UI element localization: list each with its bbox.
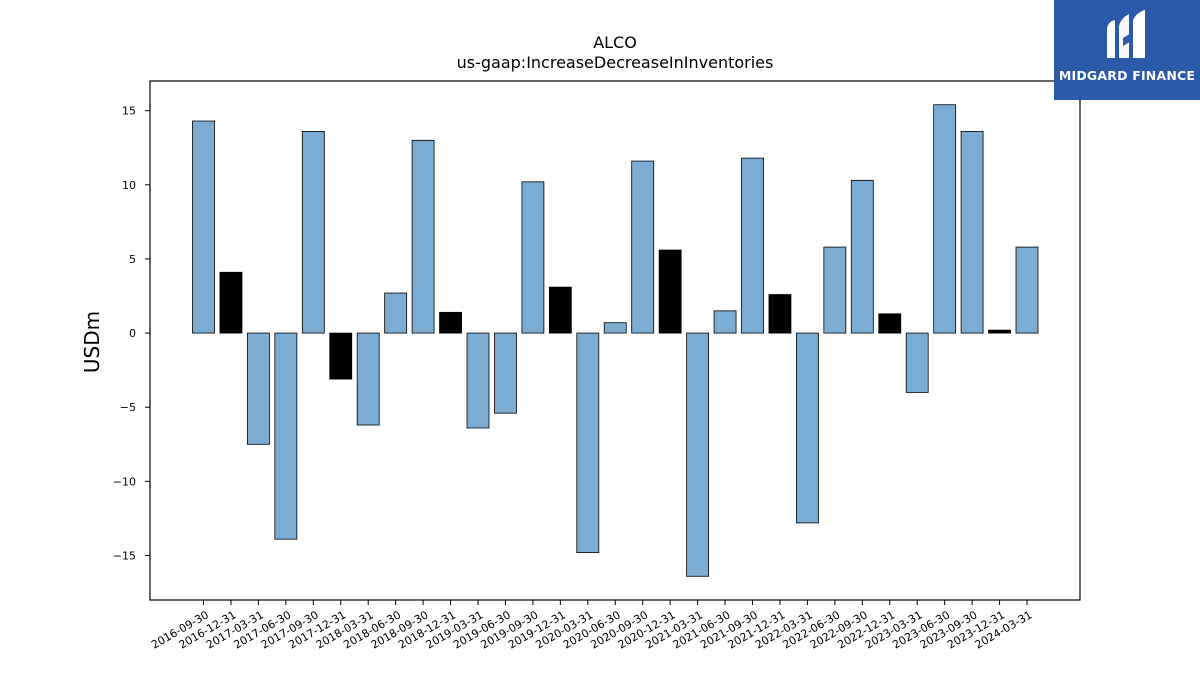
brand-logo-text: MIDGARD FINANCE: [1058, 68, 1196, 83]
bar-2019-03-31: [466, 332, 490, 429]
bar-2022-09-30: [850, 179, 874, 334]
y-axis-ticks: −15 −10 −5 0 5 10 15: [113, 105, 150, 563]
bar-2020-09-30: [631, 160, 655, 334]
bar-2023-12-31: [988, 329, 1011, 334]
y-axis-label: USDm: [80, 311, 104, 373]
y-tick-label: 15: [122, 105, 136, 118]
bar-2018-06-30: [384, 292, 408, 334]
bars-group: [192, 104, 1039, 577]
bar-2018-09-30: [411, 139, 435, 334]
bar-2019-09-30: [521, 181, 545, 334]
bar-2019-12-31: [548, 286, 572, 334]
bar-2024-03-31: [1015, 246, 1039, 334]
brand-logo: MIDGARD FINANCE: [1054, 0, 1200, 100]
bar-2017-12-31: [329, 332, 353, 380]
bar-2022-12-31: [878, 313, 902, 334]
bar-2023-09-30: [960, 131, 984, 334]
bar-2021-03-31: [686, 332, 709, 577]
bar-2020-06-30: [603, 322, 627, 334]
bar-2018-12-31: [439, 311, 462, 334]
bar-2021-12-31: [768, 294, 792, 334]
y-tick-label: −15: [113, 550, 136, 563]
plot-area-frame: [149, 80, 1081, 601]
y-tick-label: 0: [129, 327, 136, 340]
chart-title: ALCO: [593, 33, 637, 52]
bar-2019-06-30: [494, 332, 517, 414]
bar-2023-06-30: [933, 104, 957, 334]
y-tick-label: −10: [113, 475, 136, 488]
y-tick-label: 10: [122, 179, 136, 192]
bar-2017-06-30: [274, 332, 298, 540]
bar-2016-12-31: [219, 271, 243, 334]
bar-2017-09-30: [301, 131, 325, 334]
bar-2023-03-31: [905, 332, 929, 393]
x-axis-ticks: 2016-09-302016-12-312017-03-312017-06-30…: [149, 600, 1035, 652]
bar-2022-03-31: [796, 332, 819, 524]
midgard-logo-icon: [1107, 10, 1145, 58]
bar-2020-03-31: [576, 332, 600, 553]
bar-2020-12-31: [658, 249, 682, 334]
bar-2016-09-30: [192, 120, 215, 334]
bar-2021-09-30: [741, 157, 764, 334]
bar-2021-06-30: [713, 310, 737, 334]
bar-2018-03-31: [356, 332, 380, 426]
y-tick-label: −5: [120, 401, 136, 414]
bar-2017-03-31: [246, 332, 270, 445]
y-tick-label: 5: [129, 253, 136, 266]
bar-2022-06-30: [823, 246, 847, 334]
chart-subtitle: us-gaap:IncreaseDecreaseInInventories: [457, 53, 774, 72]
